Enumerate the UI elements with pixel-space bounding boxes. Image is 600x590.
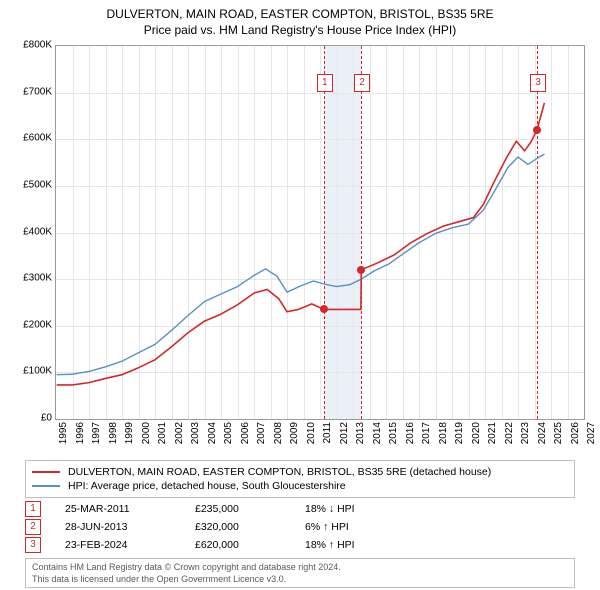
x-tick-label: 2005 bbox=[223, 422, 234, 444]
x-tick-label: 1996 bbox=[75, 422, 86, 444]
x-tick-label: 2022 bbox=[504, 422, 515, 444]
x-tick-label: 2010 bbox=[306, 422, 317, 444]
sale-date-3: 23-FEB-2024 bbox=[65, 539, 195, 551]
y-tick-label: £400K bbox=[2, 226, 52, 237]
x-tick-label: 1997 bbox=[91, 422, 102, 444]
y-tick-label: £700K bbox=[2, 86, 52, 97]
sale-marker-1: 1 bbox=[25, 501, 41, 517]
x-tick-label: 2020 bbox=[471, 422, 482, 444]
y-tick-label: £600K bbox=[2, 133, 52, 144]
sale-dot bbox=[357, 266, 365, 274]
series-line-price_paid bbox=[57, 103, 545, 385]
sale-date-2: 28-JUN-2013 bbox=[65, 521, 195, 533]
plot-area: 1 2 3 bbox=[55, 45, 585, 420]
x-tick-label: 2015 bbox=[388, 422, 399, 444]
x-tick-label: 2009 bbox=[289, 422, 300, 444]
attribution-line-2: This data is licensed under the Open Gov… bbox=[32, 573, 568, 585]
sale-row-2: 2 28-JUN-2013 £320,000 6% ↑ HPI bbox=[25, 518, 415, 536]
x-tick-label: 2025 bbox=[553, 422, 564, 444]
legend-box: DULVERTON, MAIN ROAD, EASTER COMPTON, BR… bbox=[25, 460, 575, 498]
legend-swatch-hpi bbox=[32, 485, 60, 487]
sale-price-2: £320,000 bbox=[195, 521, 305, 533]
x-tick-label: 2016 bbox=[405, 422, 416, 444]
x-tick-label: 2011 bbox=[322, 422, 333, 444]
chart-title: DULVERTON, MAIN ROAD, EASTER COMPTON, BR… bbox=[0, 6, 600, 38]
sale-marker-numbox: 2 bbox=[354, 74, 370, 92]
legend-label-price-paid: DULVERTON, MAIN ROAD, EASTER COMPTON, BR… bbox=[68, 466, 491, 478]
sale-marker-numbox: 3 bbox=[530, 74, 546, 92]
series-svg bbox=[56, 46, 584, 419]
x-tick-label: 2023 bbox=[520, 422, 531, 444]
sale-price-1: £235,000 bbox=[195, 503, 305, 515]
x-tick-label: 2007 bbox=[256, 422, 267, 444]
x-tick-label: 2014 bbox=[372, 422, 383, 444]
legend-entry-hpi: HPI: Average price, detached house, Sout… bbox=[32, 479, 568, 493]
y-tick-label: £300K bbox=[2, 273, 52, 284]
x-tick-label: 2006 bbox=[240, 422, 251, 444]
sale-marker-numbox: 1 bbox=[317, 74, 333, 92]
sale-hpi-1: 18% ↓ HPI bbox=[305, 503, 415, 515]
x-tick-label: 2003 bbox=[190, 422, 201, 444]
chart-container: DULVERTON, MAIN ROAD, EASTER COMPTON, BR… bbox=[0, 0, 600, 590]
x-tick-label: 2012 bbox=[339, 422, 350, 444]
title-line-1: DULVERTON, MAIN ROAD, EASTER COMPTON, BR… bbox=[0, 6, 600, 22]
sale-dot bbox=[533, 126, 541, 134]
title-line-2: Price paid vs. HM Land Registry's House … bbox=[0, 22, 600, 38]
x-tick-label: 2024 bbox=[537, 422, 548, 444]
sale-date-1: 25-MAR-2011 bbox=[65, 503, 195, 515]
x-tick-label: 2027 bbox=[586, 422, 597, 444]
x-tick-label: 2000 bbox=[141, 422, 152, 444]
attribution-line-1: Contains HM Land Registry data © Crown c… bbox=[32, 561, 568, 573]
x-tick-label: 2019 bbox=[454, 422, 465, 444]
y-tick-label: £0 bbox=[2, 413, 52, 424]
sale-marker-3: 3 bbox=[25, 537, 41, 553]
x-tick-label: 2018 bbox=[438, 422, 449, 444]
y-tick-label: £800K bbox=[2, 40, 52, 51]
sale-row-1: 1 25-MAR-2011 £235,000 18% ↓ HPI bbox=[25, 500, 415, 518]
x-tick-label: 1999 bbox=[124, 422, 135, 444]
sale-price-3: £620,000 bbox=[195, 539, 305, 551]
legend-swatch-price-paid bbox=[32, 471, 60, 473]
x-tick-label: 2002 bbox=[174, 422, 185, 444]
sale-hpi-3: 18% ↑ HPI bbox=[305, 539, 415, 551]
sales-table: 1 25-MAR-2011 £235,000 18% ↓ HPI 2 28-JU… bbox=[25, 500, 415, 554]
x-tick-label: 2008 bbox=[273, 422, 284, 444]
attribution-box: Contains HM Land Registry data © Crown c… bbox=[25, 558, 575, 588]
legend-label-hpi: HPI: Average price, detached house, Sout… bbox=[68, 480, 346, 492]
legend-entry-price-paid: DULVERTON, MAIN ROAD, EASTER COMPTON, BR… bbox=[32, 465, 568, 479]
sale-row-3: 3 23-FEB-2024 £620,000 18% ↑ HPI bbox=[25, 536, 415, 554]
x-tick-label: 2017 bbox=[421, 422, 432, 444]
x-tick-label: 1998 bbox=[108, 422, 119, 444]
series-line-hpi bbox=[57, 154, 545, 375]
x-tick-label: 1995 bbox=[58, 422, 69, 444]
sale-marker-2: 2 bbox=[25, 519, 41, 535]
x-tick-label: 2001 bbox=[157, 422, 168, 444]
x-tick-label: 2013 bbox=[355, 422, 366, 444]
y-tick-label: £500K bbox=[2, 179, 52, 190]
sale-hpi-2: 6% ↑ HPI bbox=[305, 521, 415, 533]
x-tick-label: 2026 bbox=[570, 422, 581, 444]
y-tick-label: £100K bbox=[2, 366, 52, 377]
x-tick-label: 2021 bbox=[487, 422, 498, 444]
x-tick-label: 2004 bbox=[207, 422, 218, 444]
y-tick-label: £200K bbox=[2, 319, 52, 330]
